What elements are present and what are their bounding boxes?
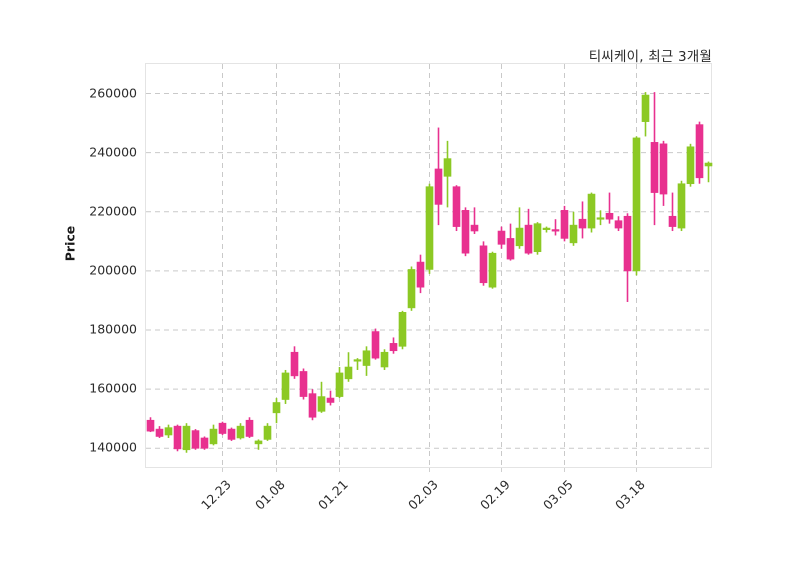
- candlestick-28: [398, 310, 407, 350]
- candlestick-51: [605, 192, 614, 224]
- x-tick-mark: [563, 468, 565, 472]
- candlestick-44: [542, 226, 551, 233]
- candlestick-36: [470, 207, 479, 234]
- candlestick-11: [245, 417, 254, 438]
- candlestick-30: [416, 254, 425, 294]
- candlestick-22: [344, 352, 353, 382]
- y-tick-label: 180000: [89, 321, 137, 337]
- x-tick-mark: [635, 468, 637, 472]
- x-tick-mark: [221, 468, 223, 472]
- candlestick-32: [434, 127, 443, 226]
- candlestick-2: [164, 424, 173, 438]
- candlestick-59: [677, 180, 686, 232]
- candlestick-21: [335, 367, 344, 399]
- x-tick-label: 01.21: [314, 476, 351, 513]
- candlestick-1: [155, 426, 164, 438]
- candlestick-10: [236, 423, 245, 440]
- x-tick-mark: [500, 468, 502, 472]
- x-tick-mark: [275, 468, 277, 472]
- candlestick-53: [623, 213, 632, 302]
- x-tick-label: 02.19: [476, 476, 513, 513]
- candlestick-52: [614, 216, 623, 232]
- candlestick-41: [515, 207, 524, 249]
- candlestick-57: [659, 140, 668, 206]
- y-tick-label: 260000: [89, 85, 137, 101]
- candlestick-12: [254, 439, 263, 450]
- candlestick-27: [389, 337, 398, 354]
- candlestick-series: [146, 92, 713, 453]
- candlestick-15: [281, 369, 290, 404]
- y-tick-label: 140000: [89, 439, 137, 455]
- x-tick-mark: [338, 468, 340, 472]
- candlestick-45: [551, 219, 560, 236]
- candlestick-62: [704, 161, 713, 183]
- x-tick-label: 12.23: [197, 476, 234, 513]
- candlestick-55: [641, 92, 650, 137]
- candlestick-26: [380, 349, 389, 370]
- candlestick-38: [488, 251, 497, 289]
- candlestick-50: [596, 210, 605, 226]
- candlestick-37: [479, 241, 488, 286]
- candlestick-56: [650, 92, 659, 226]
- candlestick-13: [263, 423, 272, 441]
- candlestick-20: [326, 390, 335, 406]
- candlestick-60: [686, 143, 695, 187]
- candlestick-14: [272, 398, 281, 424]
- candlestick-34: [452, 185, 461, 232]
- x-tick-label: 01.08: [251, 476, 288, 513]
- x-tick-mark: [428, 468, 430, 472]
- y-tick-label: 200000: [89, 262, 137, 278]
- y-tick-label: 220000: [89, 203, 137, 219]
- y-tick-label: 160000: [89, 380, 137, 396]
- candlestick-43: [533, 222, 542, 255]
- candlestick-47: [569, 211, 578, 246]
- candlestick-58: [668, 192, 677, 232]
- candlestick-18: [308, 389, 317, 421]
- x-tick-label: 03.18: [611, 476, 648, 513]
- candlestick-6: [200, 436, 209, 450]
- candlestick-8: [218, 421, 227, 436]
- candlestick-25: [371, 328, 380, 360]
- candlestick-5: [191, 429, 200, 450]
- candlestick-9: [227, 427, 236, 441]
- candlestick-24: [362, 346, 371, 376]
- y-axis-label: Price: [62, 225, 78, 262]
- candlestick-0: [146, 417, 155, 433]
- y-tick-label: 240000: [89, 144, 137, 160]
- candlestick-plot-area[interactable]: [145, 63, 713, 469]
- candlestick-svg: [146, 64, 713, 469]
- candlestick-4: [182, 423, 191, 453]
- candlestick-46: [560, 205, 569, 242]
- candlestick-35: [461, 207, 470, 257]
- candlestick-31: [425, 183, 434, 274]
- candlestick-19: [317, 381, 326, 413]
- candlestick-49: [587, 192, 596, 233]
- candlestick-7: [209, 424, 218, 446]
- candlestick-17: [299, 368, 308, 400]
- candlestick-48: [578, 201, 587, 239]
- x-tick-label: 02.03: [404, 476, 441, 513]
- candlestick-40: [506, 223, 515, 261]
- candlestick-54: [632, 136, 641, 276]
- x-tick-label: 03.05: [539, 476, 576, 513]
- candlestick-33: [443, 140, 452, 208]
- candlestick-39: [497, 226, 506, 249]
- candlestick-42: [524, 208, 533, 255]
- chart-title: 티씨케이, 최근 3개월: [588, 49, 712, 65]
- candlestick-29: [407, 266, 416, 311]
- candlestick-3: [173, 424, 182, 452]
- candlestick-23: [353, 358, 362, 370]
- candlestick-16: [290, 346, 299, 379]
- candlestick-61: [695, 121, 704, 184]
